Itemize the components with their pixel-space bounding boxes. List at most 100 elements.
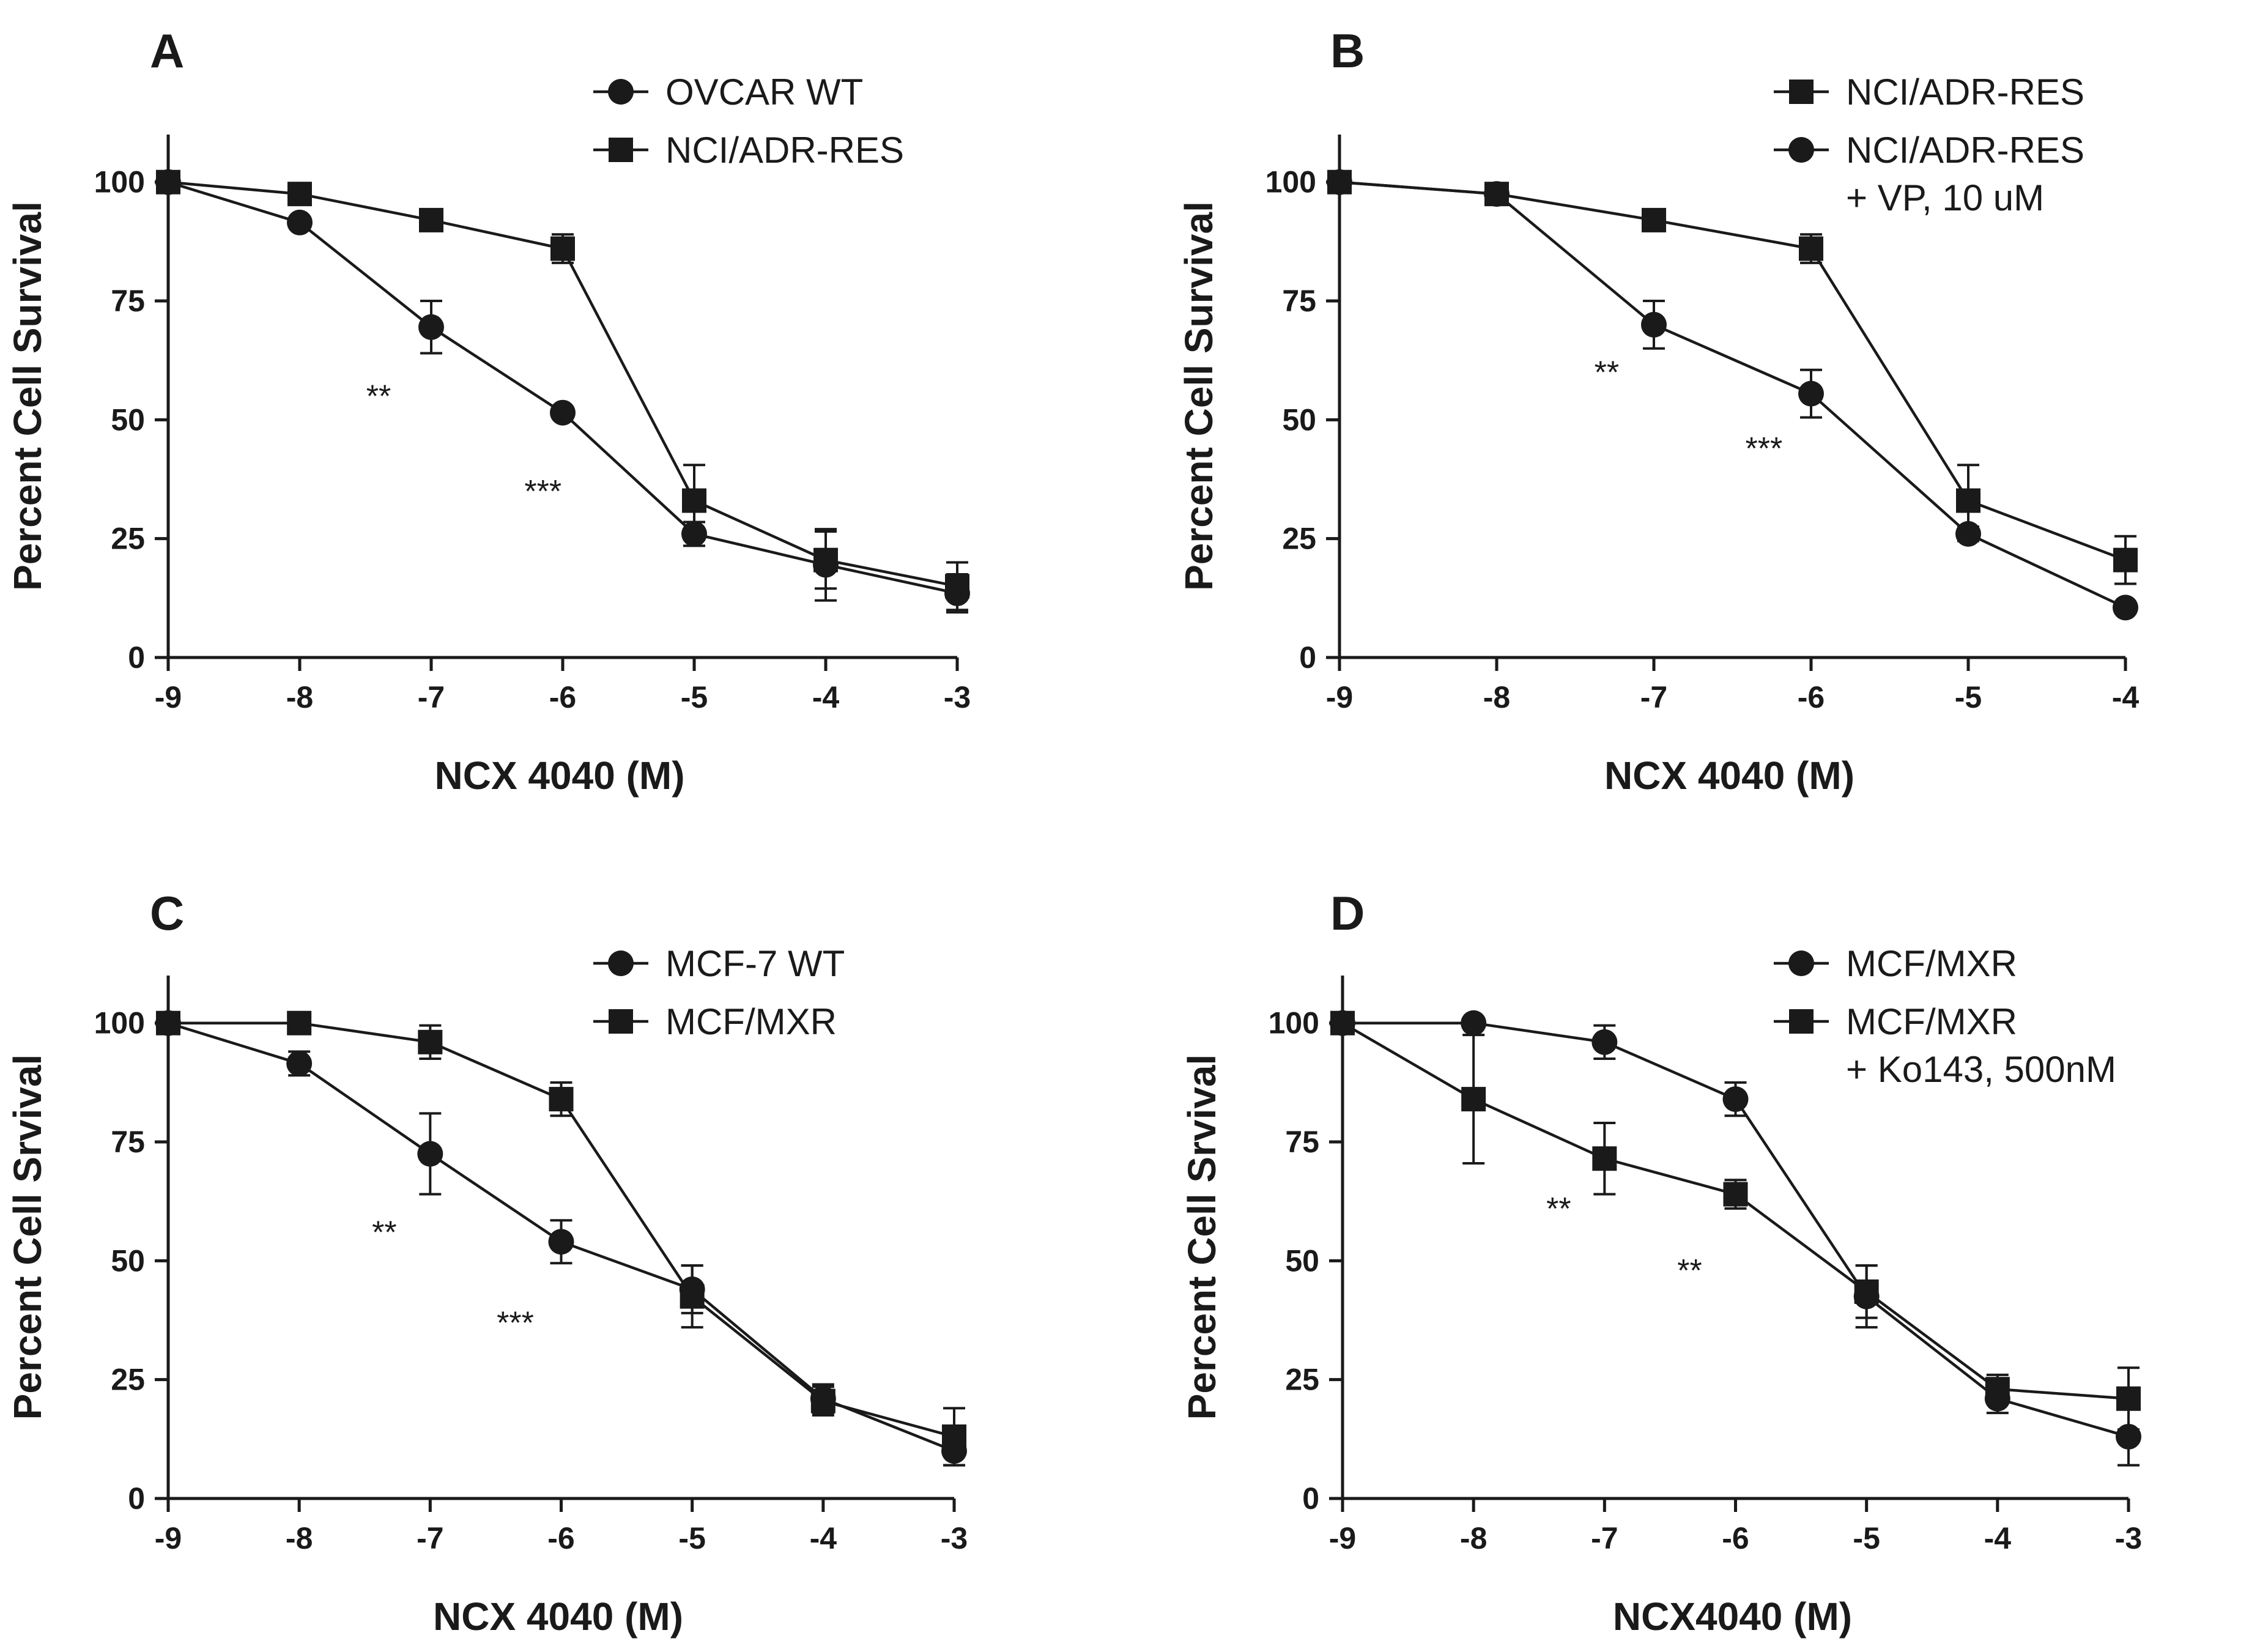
y-tick-label: 100 [1265, 165, 1316, 199]
y-tick-label: 25 [111, 522, 145, 556]
legend-marker [608, 950, 634, 976]
x-tick-label: -4 [812, 680, 840, 714]
y-tick-label: 0 [128, 1481, 145, 1516]
legend-entry-2: MCF/MXR + Ko143, 500nM [1774, 1001, 2116, 1090]
legend-entry-2: NCI/ADR-RES [593, 130, 904, 171]
significance-label: ** [1546, 1191, 1571, 1227]
y-tick-label: 25 [1285, 1363, 1319, 1397]
x-tick-label: -7 [1640, 680, 1667, 714]
data-point [680, 1284, 705, 1309]
legend-label: + Ko143, 500nM [1846, 1049, 2116, 1090]
data-point [2116, 1386, 2141, 1411]
series-2 [1330, 1010, 2141, 1431]
legend-label: MCF/MXR [1846, 1001, 2017, 1042]
panel-c: C 0 25 50 75 100 -9 -8 -7 -6 -5 -4 -3 NCX 4040 (M) Per… [6, 886, 968, 1639]
y-axis-title: Percent Cell Survival [1177, 201, 1221, 591]
data-point [1484, 181, 1510, 207]
data-point [942, 1424, 966, 1449]
data-point [287, 1010, 312, 1035]
data-point [2113, 547, 2138, 572]
data-point [1461, 1010, 1487, 1036]
data-point [550, 399, 576, 426]
data-point [1592, 1146, 1617, 1171]
panel-letter-a: A [150, 24, 184, 78]
x-tick-label: -3 [944, 680, 971, 714]
x-tick-label: -9 [155, 1521, 182, 1555]
data-point [418, 1029, 443, 1054]
legend-label: NCI/ADR-RES [1846, 130, 2084, 171]
data-point [287, 182, 312, 207]
x-tick-label: -6 [547, 1521, 574, 1555]
legend-label: NCI/ADR-RES [1846, 72, 2084, 113]
x-tick-label: -9 [1326, 680, 1353, 714]
data-point [810, 1388, 836, 1413]
x-axis-title: NCX 4040 (M) [1604, 754, 1854, 798]
significance-label: *** [524, 474, 561, 509]
data-point [1956, 488, 1980, 513]
data-point [1799, 236, 1823, 261]
x-tick-label: -4 [1984, 1521, 2012, 1555]
x-axis-title: NCX 4040 (M) [435, 754, 685, 798]
legend-entry-1: NCI/ADR-RES [1774, 72, 2084, 113]
data-point [156, 169, 180, 194]
y-tick-label: 25 [111, 1363, 145, 1397]
data-point [548, 1229, 574, 1255]
x-tick-label: -8 [1483, 680, 1510, 714]
legend-marker [1789, 80, 1814, 104]
significance-label: ** [366, 379, 391, 415]
legend-marker [1788, 950, 1814, 976]
series-1 [155, 1010, 967, 1467]
x-tick-label: -8 [286, 680, 313, 714]
data-point [419, 207, 443, 232]
series-2 [1327, 169, 2138, 621]
legend-marker [1788, 137, 1814, 163]
legend-marker [608, 79, 634, 105]
y-tick-label: 50 [111, 1243, 145, 1278]
legend-label: + VP, 10 uM [1846, 177, 2044, 218]
x-tick-label: -7 [418, 680, 445, 714]
panel-letter-d: D [1330, 886, 1365, 940]
y-axis-title: Percent Cell Srvival [6, 1054, 50, 1420]
panel-d: D 0 25 50 75 100 -9 -8 -7 -6 -5 -4 -3 NCX4040 (M) Perc… [1180, 886, 2142, 1639]
legend-label: MCF/MXR [665, 1001, 837, 1042]
y-tick-label: 25 [1282, 522, 1316, 556]
data-point [1591, 1029, 1618, 1055]
y-tick-label: 0 [1302, 1481, 1319, 1516]
y-tick-label: 75 [111, 1125, 145, 1159]
panel-letter-b: B [1330, 24, 1365, 78]
y-axis-title: Percent Cell Srvival [1180, 1054, 1224, 1420]
panel-a: A 0 25 50 75 100 -9 -8 -7 -6 -5 -4 -3 NCX 4040 (M) Per… [6, 24, 971, 798]
legend-entry-2: NCI/ADR-RES + VP, 10 uM [1774, 130, 2084, 218]
x-tick-label: -6 [1722, 1521, 1749, 1555]
x-tick-label: -5 [1853, 1521, 1880, 1555]
y-tick-label: 50 [111, 402, 145, 437]
legend-label: OVCAR WT [665, 72, 863, 113]
legend-entry-1: MCF/MXR [1774, 943, 2017, 984]
panel-b: B 0 25 50 75 100 -9 -8 -7 -6 -5 -4 NCX 4040 (M) Perce… [1177, 24, 2139, 798]
series-2 [156, 169, 969, 612]
legend-entry-1: OVCAR WT [593, 72, 863, 113]
data-point [417, 1141, 443, 1167]
significance-label: ** [1677, 1253, 1702, 1289]
x-tick-label: -8 [1460, 1521, 1487, 1555]
data-point [1330, 1010, 1355, 1035]
data-point [156, 1010, 180, 1035]
legend-marker [609, 138, 633, 162]
data-point [1722, 1086, 1749, 1113]
data-point [813, 547, 838, 572]
y-tick-label: 50 [1282, 402, 1316, 437]
x-tick-label: -7 [417, 1521, 443, 1555]
data-point [945, 574, 969, 599]
x-tick-label: -8 [286, 1521, 313, 1555]
data-point [2113, 594, 2138, 621]
y-tick-label: 75 [1285, 1125, 1319, 1159]
data-point [287, 209, 313, 235]
legend-marker [609, 1009, 633, 1034]
legend-label: NCI/ADR-RES [665, 130, 904, 171]
data-point [682, 488, 706, 513]
x-tick-label: -4 [810, 1521, 837, 1555]
y-tick-label: 75 [1282, 284, 1316, 318]
data-point [550, 236, 575, 261]
x-tick-label: -5 [1955, 680, 1982, 714]
